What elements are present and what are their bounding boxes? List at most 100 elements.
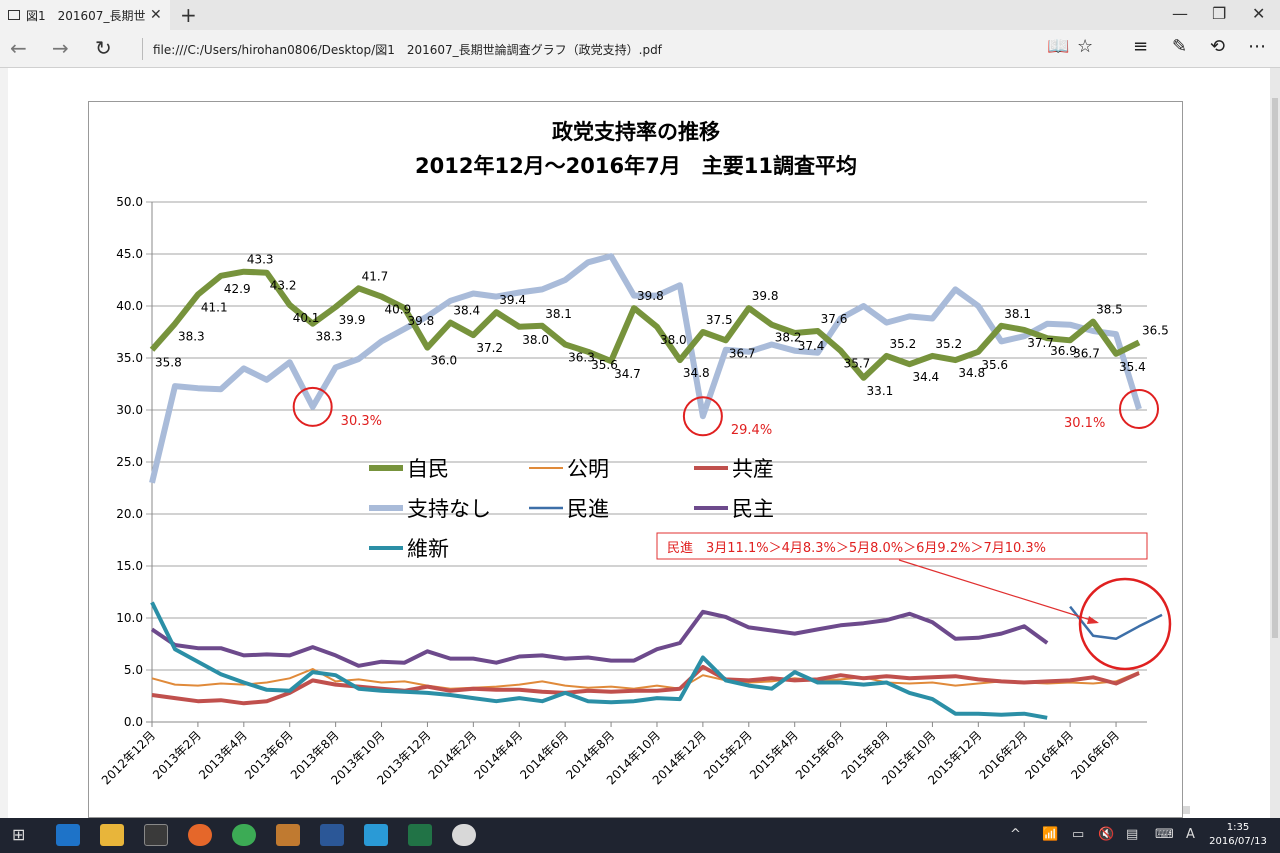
callout-arrow <box>898 559 1098 623</box>
y-tick-label: 20.0 <box>116 507 143 521</box>
y-tick-label: 35.0 <box>116 351 143 365</box>
favorite-star-icon[interactable]: ☆ <box>1077 36 1094 57</box>
series-line-3 <box>149 253 1142 484</box>
data-label: 43.3 <box>247 253 274 267</box>
data-label: 34.7 <box>614 367 641 381</box>
y-tick-label: 15.0 <box>116 559 143 573</box>
data-label: 35.7 <box>844 357 871 371</box>
y-tick-label: 45.0 <box>116 247 143 261</box>
clock-time: 1:35 <box>1226 822 1250 833</box>
new-tab-button[interactable]: + <box>180 3 197 27</box>
ime-indicator[interactable]: A <box>1186 827 1195 842</box>
data-label: 34.8 <box>683 366 710 380</box>
close-window-icon[interactable]: ✕ <box>1252 4 1266 23</box>
wifi-icon[interactable]: 📶 <box>1042 827 1059 842</box>
data-label: 36.9 <box>1050 344 1077 358</box>
annotation-label: 29.4% <box>731 423 772 438</box>
data-label: 38.0 <box>522 333 549 347</box>
legend-label: 民主 <box>732 497 774 521</box>
data-label: 36.7 <box>729 346 756 360</box>
annotation-circle <box>1119 388 1159 429</box>
data-label: 34.8 <box>958 366 985 380</box>
data-label: 37.5 <box>706 313 733 327</box>
refresh-icon[interactable]: ↻ <box>95 36 112 60</box>
app-icon-2[interactable] <box>364 824 388 846</box>
edge-icon[interactable] <box>56 824 80 846</box>
line-chart: 政党支持率の推移 2012年12月～2016年7月 主要11調査平均 0.0 5.… <box>99 120 1172 787</box>
minimize-icon[interactable]: — <box>1172 4 1188 23</box>
x-tick-label: 2016年6月 <box>1068 728 1122 782</box>
grid-lines <box>146 201 1147 723</box>
clock[interactable]: 1:35 2016/07/13 <box>1200 821 1276 849</box>
data-labels: 35.8 38.3 41.1 42.9 43.3 43.2 40.1 38.3 39.9 41.7… <box>155 253 1169 398</box>
annotation-label: 30.3% <box>341 414 382 429</box>
callout-arrowhead <box>1087 616 1099 624</box>
x-tick-label: 2015年2月 <box>701 728 755 782</box>
highlight-circle <box>1078 577 1172 671</box>
tray-arrow-icon[interactable]: ^ <box>1010 827 1021 842</box>
web-note-icon[interactable]: ✎ <box>1172 36 1188 57</box>
windows-start-icon[interactable]: ⊞ <box>12 825 26 844</box>
clock-date: 2016/07/13 <box>1209 836 1267 847</box>
excel-icon[interactable] <box>408 824 432 846</box>
battery-icon[interactable]: ▭ <box>1072 827 1085 842</box>
x-tick-label: 2016年2月 <box>976 728 1030 782</box>
data-label: 33.1 <box>867 384 894 398</box>
data-label: 34.4 <box>912 370 939 384</box>
x-tick-label: 2016年4月 <box>1022 728 1076 782</box>
data-label: 35.8 <box>155 356 182 370</box>
notification-icon[interactable]: ▤ <box>1126 827 1139 842</box>
chart-title: 政党支持率の推移 <box>552 120 720 144</box>
restore-icon[interactable]: ❐ <box>1212 4 1227 23</box>
speaker-icon[interactable]: 🔇 <box>1098 827 1115 842</box>
more-icon[interactable]: ⋯ <box>1248 36 1266 57</box>
close-tab-icon[interactable]: ✕ <box>150 7 162 23</box>
series-lines <box>149 253 1163 720</box>
data-label: 39.8 <box>752 289 779 303</box>
data-label: 38.1 <box>545 307 572 321</box>
app-icon[interactable] <box>276 824 300 846</box>
vertical-scrollbar[interactable] <box>1270 68 1280 818</box>
data-label: 35.2 <box>935 337 962 351</box>
x-tick-label: 2014年4月 <box>472 728 526 782</box>
series-line-6 <box>150 601 1048 720</box>
y-tick-label: 40.0 <box>116 299 143 313</box>
y-tick-label: 0.0 <box>124 715 143 729</box>
store-icon[interactable] <box>144 824 168 846</box>
y-tick-label: 5.0 <box>124 663 143 677</box>
y-tick-label: 50.0 <box>116 195 143 209</box>
taskbar: ⊞ ^ 📶 ▭ 🔇 ▤ ⌨ A 1:35 2016/07/13 <box>0 818 1280 853</box>
annotation-label: 30.1% <box>1064 416 1105 431</box>
data-label: 38.5 <box>1096 303 1123 317</box>
word-icon[interactable] <box>320 824 344 846</box>
hub-icon[interactable]: ≡ <box>1133 36 1149 57</box>
address-bar[interactable]: file:///C:/Users/hirohan0806/Desktop/図1 … <box>142 38 1022 60</box>
forward-arrow-icon[interactable]: → <box>52 36 69 60</box>
callout-box: 民進 3月11.1%＞4月8.3%＞5月8.0%＞6月9.2%＞7月10.3% <box>656 532 1172 671</box>
annotations: 30.3% 29.4% 30.1% <box>292 386 1159 438</box>
share-icon[interactable]: ⟲ <box>1210 36 1226 57</box>
data-label: 37.4 <box>798 339 825 353</box>
series-line-4 <box>1069 605 1163 641</box>
x-tick-label: 2012年12月 <box>99 728 158 787</box>
x-tick-label: 2015年4月 <box>747 728 801 782</box>
legend-label: 民進 <box>567 497 609 521</box>
legend-label: 支持なし <box>407 497 491 521</box>
chrome-icon[interactable] <box>232 824 256 846</box>
data-label: 36.3 <box>568 350 595 364</box>
firefox-icon[interactable] <box>188 824 212 846</box>
browser-tab[interactable]: 図1 201607_長期世論 ✕ <box>0 0 170 30</box>
x-tick-label: 2015年6月 <box>793 728 847 782</box>
app-icon-3[interactable] <box>452 824 476 846</box>
scrollbar-thumb[interactable] <box>1272 98 1278 638</box>
data-label: 35.6 <box>981 358 1008 372</box>
series-line-2 <box>151 664 1140 706</box>
chart-subtitle: 2012年12月～2016年7月 主要11調査平均 <box>415 154 857 178</box>
back-arrow-icon[interactable]: ← <box>10 36 27 60</box>
browser-nav-bar: ← → ↻ file:///C:/Users/hirohan0806/Deskt… <box>0 30 1280 68</box>
data-label: 35.2 <box>890 337 917 351</box>
reading-view-icon[interactable]: 📖 <box>1047 36 1070 57</box>
keyboard-icon[interactable]: ⌨ <box>1155 827 1174 842</box>
file-explorer-icon[interactable] <box>100 824 124 846</box>
